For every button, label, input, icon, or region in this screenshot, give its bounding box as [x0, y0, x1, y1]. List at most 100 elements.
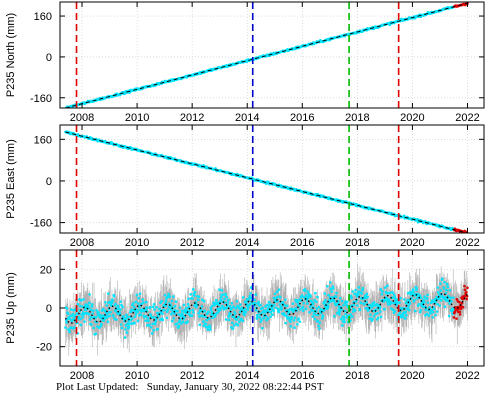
- data-point: [342, 317, 346, 321]
- data-point: [124, 324, 128, 327]
- data-point: [192, 294, 196, 297]
- data-point: [233, 317, 237, 320]
- data-point: [235, 299, 239, 303]
- data-point: [138, 308, 142, 312]
- data-point: [111, 299, 114, 302]
- data-point: [316, 319, 320, 323]
- data-point: [213, 315, 217, 318]
- data-point: [358, 308, 362, 312]
- data-point: [171, 319, 174, 323]
- data-point: [407, 299, 411, 302]
- data-point: [317, 305, 321, 309]
- data-point: [127, 325, 131, 329]
- data-point: [147, 323, 151, 327]
- data-point: [136, 310, 139, 314]
- data-point: [223, 297, 226, 301]
- data-point: [379, 288, 383, 291]
- data-point: [327, 293, 330, 297]
- data-point: [311, 302, 315, 305]
- data-point: [160, 299, 164, 303]
- data-point: [334, 295, 338, 299]
- data-point: [303, 288, 307, 291]
- data-point: [228, 305, 232, 308]
- data-point: [277, 310, 281, 314]
- data-point: [187, 297, 190, 301]
- data-point: [388, 291, 391, 295]
- data-point: [345, 303, 348, 307]
- data-point: [266, 308, 270, 311]
- data-point: [393, 296, 397, 299]
- data-point: [361, 287, 365, 290]
- data-point: [65, 321, 68, 324]
- data-point: [240, 317, 243, 321]
- data-point: [230, 301, 234, 305]
- data-point: [317, 324, 320, 328]
- data-point: [112, 314, 115, 317]
- data-point: [343, 320, 346, 324]
- data-point: [165, 316, 169, 320]
- data-point: [380, 292, 384, 296]
- data-point: [391, 296, 394, 299]
- data-point: [314, 291, 317, 295]
- data-point: [244, 300, 248, 303]
- data-point: [350, 296, 353, 300]
- data-point: [376, 316, 380, 320]
- data-point: [224, 293, 228, 297]
- data-point: [94, 316, 98, 319]
- data-point: [134, 312, 138, 316]
- data-point: [296, 301, 300, 304]
- data-point: [90, 323, 93, 326]
- data-point: [239, 303, 242, 306]
- data-point: [289, 320, 292, 323]
- data-point: [94, 332, 98, 336]
- x-tick-label: 2016: [290, 112, 314, 124]
- data-point: [218, 300, 222, 304]
- data-point: [338, 313, 341, 316]
- data-point: [87, 312, 91, 316]
- data-point: [161, 318, 165, 322]
- data-point: [376, 311, 379, 315]
- data-point: [335, 291, 338, 295]
- data-point: [333, 314, 336, 318]
- data-point: [108, 314, 112, 318]
- data-point: [296, 322, 299, 326]
- data-point: [158, 307, 162, 311]
- data-point: [204, 322, 208, 326]
- data-point: [415, 287, 418, 290]
- data-point: [236, 323, 240, 327]
- plot-area: [60, 125, 484, 233]
- data-point: [222, 306, 226, 310]
- data-point: [68, 330, 71, 334]
- data-point: [207, 310, 210, 314]
- y-tick-label: -160: [30, 93, 52, 105]
- data-point: [399, 296, 402, 300]
- data-point: [209, 308, 213, 312]
- data-point: [134, 300, 138, 304]
- data-point: [326, 304, 330, 308]
- data-point: [191, 297, 194, 300]
- data-point: [220, 289, 224, 292]
- data-point: [391, 291, 395, 294]
- data-point: [329, 287, 332, 291]
- data-point: [116, 304, 120, 308]
- data-point: [115, 318, 118, 321]
- data-point: [298, 320, 302, 323]
- data-point: [151, 316, 155, 319]
- data-point: [156, 327, 159, 331]
- data-point: [259, 303, 262, 307]
- data-point: [89, 308, 93, 312]
- data-point: [144, 315, 148, 318]
- data-point: [393, 310, 396, 313]
- data-point: [189, 293, 192, 296]
- data-point: [384, 291, 388, 295]
- model-line: [65, 2, 468, 108]
- data-point: [365, 292, 369, 296]
- data-point: [278, 295, 282, 299]
- data-point: [324, 299, 327, 302]
- data-point: [88, 293, 91, 296]
- x-tick-label: 2018: [345, 112, 369, 124]
- data-point: [202, 324, 206, 328]
- data-point: [227, 318, 231, 322]
- data-point: [383, 286, 387, 289]
- data-point: [269, 315, 272, 318]
